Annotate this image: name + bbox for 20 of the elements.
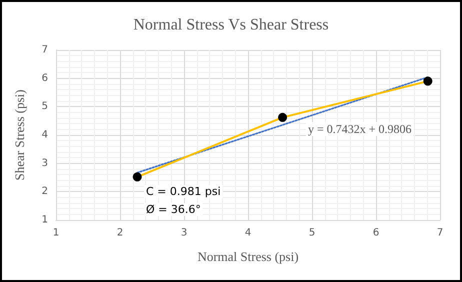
y-tick-label: 2 (42, 186, 48, 198)
y-tick-label: 3 (42, 158, 48, 169)
y-tick-label: 1 (42, 214, 48, 226)
chart-title: Normal Stress Vs Shear Stress (133, 16, 329, 34)
x-tick-label: 1 (52, 228, 60, 238)
x-axis-title: Normal Stress (psi) (197, 249, 299, 264)
y-axis-title: Shear Stress (psi) (12, 90, 27, 180)
annotation: y = 0.7432x + 0.9806 (308, 122, 412, 136)
y-tick-label: 7 (42, 44, 48, 56)
y-tick-label: 4 (42, 130, 48, 140)
x-tick-label: 2 (116, 228, 124, 238)
x-tick-label: 7 (436, 228, 444, 238)
annotation: C = 0.981 psi (146, 185, 221, 198)
annotation: Ø = 36.6° (146, 203, 201, 216)
x-tick-label: 6 (372, 228, 380, 238)
y-tick-label: 5 (42, 101, 48, 112)
x-tick-label: 5 (308, 228, 316, 238)
y-tick-label: 6 (42, 72, 48, 84)
x-tick-label: 4 (244, 228, 252, 238)
x-tick-label: 3 (180, 228, 188, 238)
